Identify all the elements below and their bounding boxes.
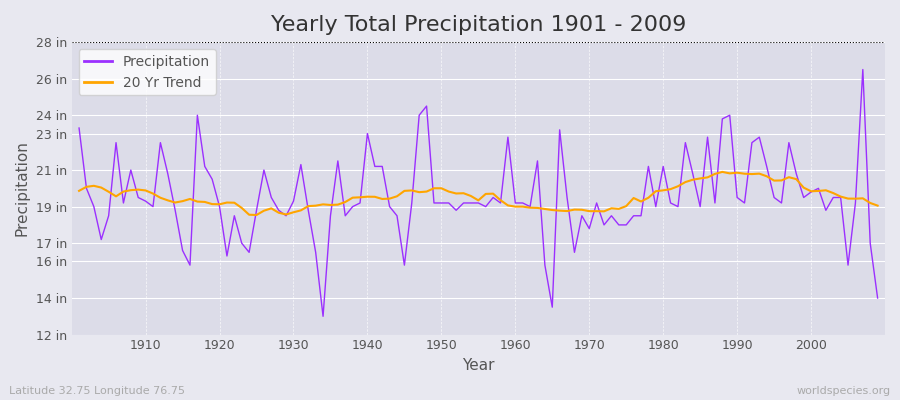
- Title: Yearly Total Precipitation 1901 - 2009: Yearly Total Precipitation 1901 - 2009: [271, 15, 686, 35]
- Legend: Precipitation, 20 Yr Trend: Precipitation, 20 Yr Trend: [78, 49, 216, 95]
- Text: Latitude 32.75 Longitude 76.75: Latitude 32.75 Longitude 76.75: [9, 386, 185, 396]
- Text: worldspecies.org: worldspecies.org: [796, 386, 891, 396]
- X-axis label: Year: Year: [462, 358, 495, 373]
- Y-axis label: Precipitation: Precipitation: [15, 140, 30, 236]
